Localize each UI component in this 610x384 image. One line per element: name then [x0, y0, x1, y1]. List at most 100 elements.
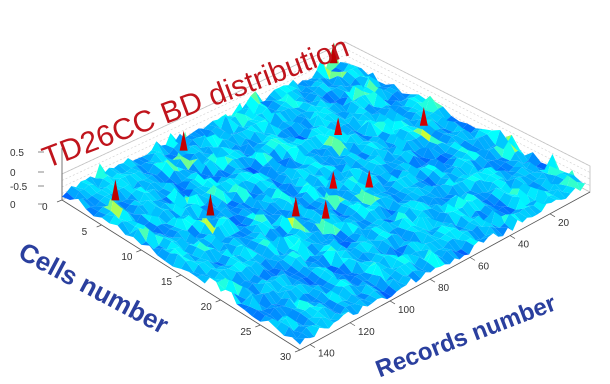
surface-patch	[322, 148, 335, 159]
surface-patch	[436, 225, 450, 235]
surface-patch	[340, 62, 354, 66]
surface-patch	[241, 244, 255, 251]
surface-patch	[401, 229, 415, 242]
surface-patch	[362, 110, 376, 122]
surface-patch	[257, 139, 271, 145]
surface-patch	[259, 132, 273, 136]
surface-patch	[281, 269, 295, 277]
surface-patch	[451, 223, 465, 231]
surface-patch	[340, 279, 354, 286]
surface-patch	[122, 199, 135, 205]
surface-patch	[552, 154, 566, 173]
surface-patch	[497, 157, 511, 163]
surface-patch	[179, 181, 192, 204]
surface-patch	[542, 172, 556, 184]
surface-patch	[165, 228, 178, 238]
surface-patch	[266, 139, 279, 150]
surface-patch	[411, 138, 425, 149]
surface-patch	[292, 115, 306, 124]
surface-patch	[451, 135, 465, 145]
surface-patch	[470, 210, 484, 221]
surface-patch	[227, 135, 241, 147]
surface-patch	[367, 245, 381, 254]
surface-patch	[168, 237, 182, 242]
surface-patch	[489, 173, 503, 180]
surface-patch	[370, 286, 384, 292]
z-tick-label: 0	[10, 200, 16, 211]
surface-patch	[263, 292, 277, 305]
surface-patch	[220, 207, 234, 219]
surface-patch	[260, 315, 274, 322]
surface-patch	[384, 145, 398, 155]
surface-patch	[233, 125, 247, 134]
surface-patch	[374, 148, 388, 161]
surface-patch	[526, 161, 540, 173]
y-tick	[549, 213, 556, 218]
surface-patch	[193, 187, 207, 196]
surface-patch	[300, 255, 314, 268]
surface-patch	[315, 161, 329, 167]
surface-patch	[235, 143, 249, 154]
surface-patch	[229, 178, 243, 186]
y-tick	[509, 235, 516, 239]
surface-patch	[293, 107, 307, 114]
surface-patch	[446, 249, 460, 260]
surface-patch	[301, 111, 315, 120]
surface-patch	[338, 262, 352, 276]
surface-patch	[303, 156, 316, 165]
surface-patch	[259, 268, 272, 281]
surface-patch	[236, 107, 250, 115]
surface-patch	[149, 188, 162, 201]
surface-patch	[448, 211, 461, 226]
surface-patch	[338, 215, 352, 219]
surface-patch	[255, 232, 269, 241]
surface-patch	[552, 189, 566, 200]
surface-patch	[335, 280, 349, 287]
surface-patch	[335, 229, 349, 242]
surface-patch	[364, 295, 378, 303]
surface-patch	[222, 218, 236, 236]
surface-patch	[281, 318, 294, 332]
surface-patch	[450, 141, 464, 151]
surface-patch	[393, 133, 407, 152]
surface-patch	[372, 219, 386, 226]
surface-patch	[295, 283, 309, 294]
surface-patch	[525, 173, 539, 182]
surface-patch	[329, 103, 342, 114]
surface-patch	[523, 160, 537, 167]
surface-patch	[515, 149, 529, 164]
surface-patch	[200, 136, 214, 148]
surface-patch	[472, 198, 486, 211]
surface-patch	[448, 238, 462, 252]
surface-patch	[430, 130, 444, 141]
surface-patch	[195, 233, 209, 239]
surface-patch	[298, 293, 312, 303]
surface-patch	[132, 158, 146, 166]
surface-patch	[153, 188, 167, 200]
surface-patch	[411, 225, 425, 232]
surface-patch	[252, 253, 266, 264]
surface-patch	[289, 196, 302, 200]
surface-patch	[222, 200, 235, 211]
surface-patch	[442, 166, 456, 174]
surface-patch	[77, 198, 91, 209]
surface-patch	[313, 284, 327, 295]
surface-patch	[364, 240, 378, 249]
surface-patch	[278, 85, 292, 94]
surface-patch	[358, 226, 371, 239]
surface-patch	[456, 249, 470, 256]
surface-patch	[499, 222, 513, 231]
surface-patch	[481, 167, 495, 175]
surface-patch	[324, 267, 338, 280]
surface-patch	[308, 232, 322, 244]
surface-patch	[332, 175, 346, 203]
surface-patch	[487, 160, 501, 171]
surface-patch	[304, 93, 318, 102]
surface-patch	[485, 226, 499, 237]
surface-patch	[311, 161, 324, 169]
surface-patch	[512, 172, 526, 177]
surface-patch	[246, 239, 260, 251]
surface-patch	[263, 214, 277, 226]
surface-patch	[462, 178, 476, 191]
surface-patch	[444, 157, 458, 166]
